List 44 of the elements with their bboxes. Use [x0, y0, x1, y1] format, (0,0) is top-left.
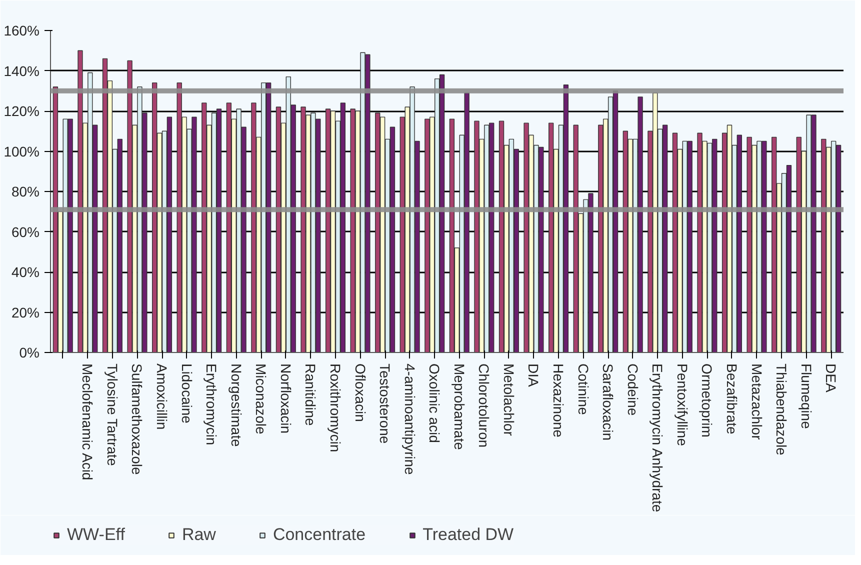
x-tick-label: Ranitidine [302, 364, 319, 426]
x-tick-label: Erythromycin Anhydrate [650, 364, 666, 512]
x-tick-label: Norgestimate [228, 364, 244, 447]
x-tick-label: Ormetoprim [699, 364, 716, 438]
x-tick-label: Tylosine Tartrate [104, 364, 120, 466]
x-tick-label: Pentoxifylline [674, 364, 690, 446]
x-tick-label: Roxithromycin [327, 364, 344, 452]
x-tick-label: Hexazinone [550, 364, 567, 438]
y-tick-label: 40% [11, 264, 40, 280]
y-tick-label: 0% [19, 344, 40, 360]
x-tick-label: Meprobamate [451, 364, 468, 450]
y-tick-label: 140% [4, 62, 40, 79]
x-tick-label: Sulfamethoxazole [129, 364, 146, 476]
x-tick-label: Metolachlor [500, 364, 517, 436]
x-tick-label: Sarafloxacin [600, 364, 616, 441]
x-tick-label: Codeine [624, 364, 641, 416]
x-tick-label: Thiabendazole [774, 364, 790, 456]
legend-label: Concentrate [272, 525, 366, 545]
x-tick-label: Erythromycin [204, 364, 220, 446]
x-tick-label: Chlorotoluron [476, 364, 492, 448]
y-tick-label: 100% [4, 143, 40, 160]
x-tick-label: Cotinine [575, 364, 592, 416]
y-tick-label: 80% [11, 184, 40, 200]
x-tick-label: 4-aminoantipyrine [402, 364, 418, 475]
y-tick-label: 120% [4, 103, 40, 119]
legend-label: Treated DW [422, 525, 514, 545]
x-tick-label: Norfloxacin [278, 364, 294, 434]
y-tick-label: 20% [11, 304, 40, 320]
legend-label: WW-Eff [67, 525, 125, 545]
x-tick-label: Metazachlor [748, 364, 765, 440]
y-tick-label: 60% [11, 224, 40, 240]
legend-label: Raw [182, 525, 216, 545]
x-tick-label: Testosterone [377, 364, 394, 444]
x-tick-label: DEA [823, 364, 840, 393]
x-tick-label: Flumeqine [798, 364, 814, 430]
x-tick-label: Oxolinic acid [426, 364, 443, 443]
x-tick-label: DIA [526, 364, 542, 388]
x-tick-label: Meclofenamic Acid [80, 364, 96, 480]
x-tick-label: Amoxicillin [154, 364, 170, 430]
x-tick-label: Bezafibrate [724, 364, 740, 435]
x-tick-label: Ofloxacin [352, 364, 368, 422]
y-tick-label: 160% [4, 22, 40, 38]
x-tick-label: Miconazole [253, 364, 270, 435]
x-tick-label: Lidocaine [178, 364, 195, 424]
